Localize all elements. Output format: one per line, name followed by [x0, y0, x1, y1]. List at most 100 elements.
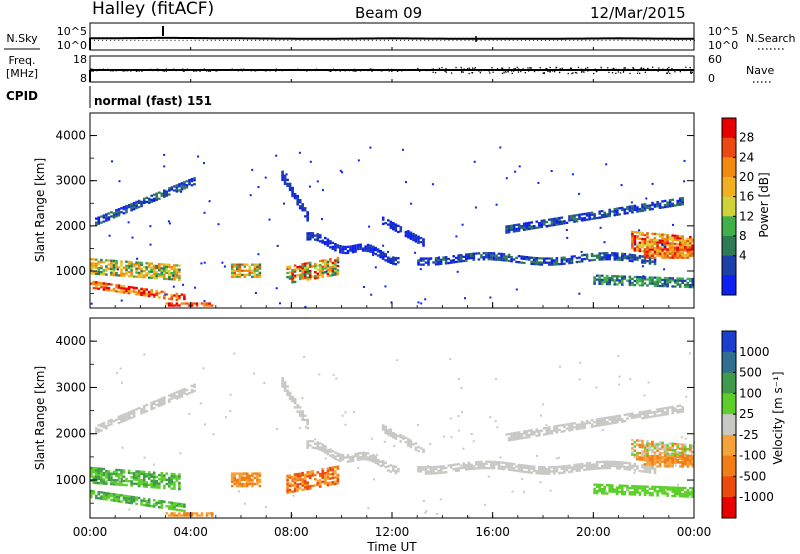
velocity-cell — [92, 477, 96, 480]
velocity-cell — [646, 454, 649, 458]
velocity-cell — [168, 394, 171, 397]
power-cell — [155, 264, 158, 268]
velocity-cell — [658, 485, 662, 489]
power-cell — [125, 289, 128, 292]
velocity-cell — [97, 424, 101, 427]
power-cell — [185, 186, 189, 189]
power-cell — [122, 272, 126, 275]
power-cell — [163, 263, 166, 266]
velocity-cell — [105, 494, 108, 497]
power-cell — [475, 252, 478, 255]
power-cell — [155, 192, 158, 195]
velocity-cell — [170, 501, 174, 504]
velocity-cell — [236, 484, 239, 488]
power-cell — [175, 190, 179, 193]
velocity-cell — [291, 397, 294, 401]
power-cell — [550, 218, 554, 221]
power-colorbar-label: Power [dB] — [757, 172, 771, 237]
power-cell — [95, 217, 98, 220]
power-cell — [170, 302, 174, 305]
power-cell — [291, 192, 294, 196]
power-cell — [256, 263, 259, 266]
power-cell — [673, 236, 677, 239]
power-cell — [120, 290, 123, 294]
nave-dot — [314, 69, 317, 72]
power-cell — [188, 179, 191, 182]
power-cell — [336, 273, 340, 276]
power-cell — [100, 281, 103, 285]
power-cell — [130, 209, 133, 212]
power-cell — [112, 263, 116, 267]
velocity-cell — [636, 491, 639, 494]
power-cell — [661, 256, 664, 259]
velocity-cell — [520, 437, 523, 440]
power-noise-cell — [163, 153, 166, 156]
nave-dot — [310, 69, 312, 71]
power-cell — [598, 216, 601, 219]
velocity-cell — [326, 475, 330, 478]
velocity-cell — [158, 400, 161, 403]
search-noise-dot — [247, 39, 248, 41]
velocity-cell — [160, 476, 164, 479]
velocity-cell — [686, 454, 690, 458]
velocity-cell — [150, 479, 153, 482]
power-cell — [673, 248, 677, 251]
velocity-cell — [281, 383, 284, 386]
nave-dot — [460, 66, 462, 69]
velocity-cell — [253, 472, 257, 475]
velocity-cell — [676, 457, 679, 460]
velocity-noise-cell — [143, 353, 146, 356]
velocity-cell — [92, 475, 96, 478]
power-cell — [117, 274, 121, 277]
velocity-cell — [324, 471, 327, 475]
power-cell — [243, 265, 247, 268]
velocity-cell — [613, 417, 617, 420]
velocity-cell — [593, 424, 596, 428]
power-cell — [384, 255, 387, 258]
velocity-cell — [520, 470, 523, 473]
power-cell — [570, 259, 574, 262]
velocity-cell — [100, 478, 103, 481]
search-noise-dot — [267, 39, 269, 41]
power-noise-cell — [544, 261, 547, 264]
power-cell — [112, 212, 116, 215]
velocity-cell — [180, 388, 184, 392]
power-cell — [623, 257, 627, 260]
velocity-cell — [505, 464, 508, 467]
velocity-cell — [339, 459, 342, 463]
nave-dot — [682, 68, 684, 71]
velocity-cell — [633, 455, 637, 459]
power-cell — [404, 230, 408, 234]
power-cell — [137, 199, 141, 203]
power-cell — [364, 249, 367, 252]
power-cell — [666, 205, 669, 208]
velocity-cell — [575, 423, 579, 427]
power-cell — [653, 248, 657, 251]
power-noise-cell — [111, 160, 113, 163]
power-cell — [492, 258, 496, 261]
power-noise-cell — [537, 181, 540, 184]
power-cell — [147, 266, 151, 269]
power-cell — [145, 200, 148, 204]
power-cell — [636, 245, 639, 248]
velocity-cell — [427, 470, 430, 473]
power-cell — [334, 271, 337, 274]
power-y-tick-label: 2000 — [55, 219, 86, 233]
velocity-cell — [230, 484, 234, 488]
velocity-cell — [668, 463, 672, 466]
search-noise-dot — [327, 39, 329, 41]
velocity-noise-cell — [264, 506, 267, 509]
power-cell — [449, 261, 453, 264]
velocity-cell — [110, 482, 113, 486]
power-cell — [543, 259, 546, 262]
power-cell — [115, 259, 118, 263]
nave-dot — [445, 71, 448, 73]
nave-dot — [257, 69, 259, 71]
power-cell — [600, 282, 604, 286]
velocity-cell — [560, 424, 564, 427]
velocity-cell — [678, 443, 682, 446]
velocity-cell — [653, 443, 657, 446]
nave-dot — [455, 66, 457, 69]
velocity-cell — [321, 445, 325, 448]
velocity-cell — [621, 420, 624, 423]
